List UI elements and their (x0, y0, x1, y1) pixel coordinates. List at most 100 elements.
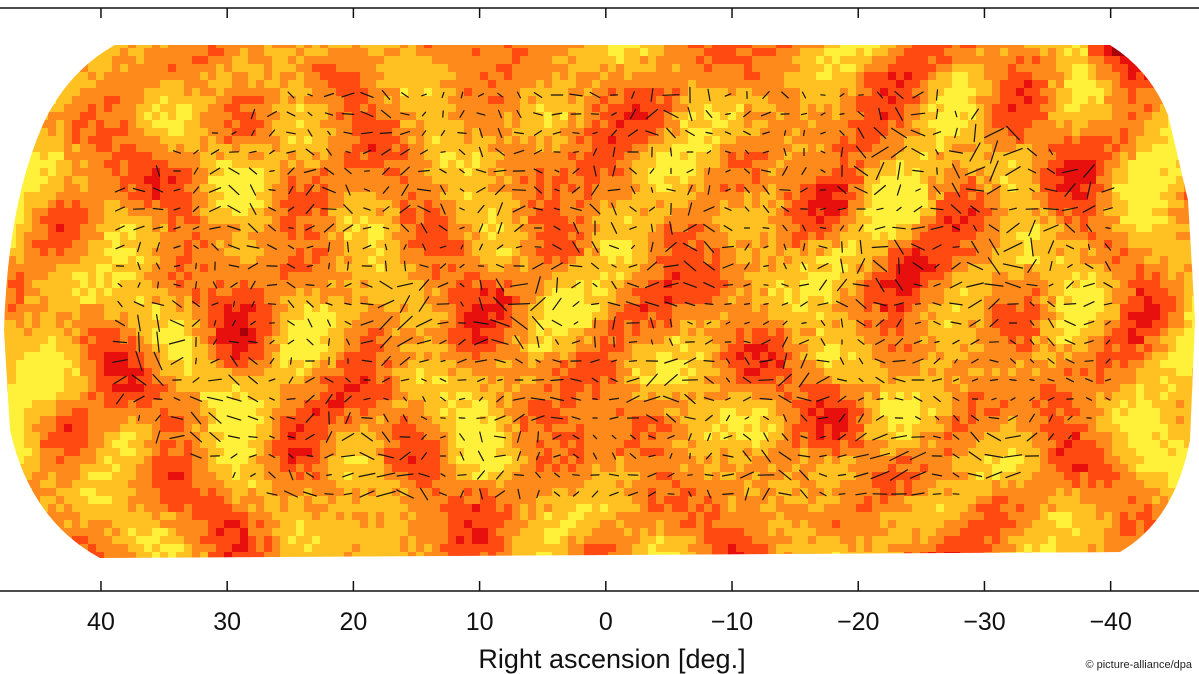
heatmap-cell (104, 168, 113, 177)
heatmap-cell (144, 45, 153, 49)
heatmap-cell (336, 272, 345, 281)
heatmap-cell (328, 272, 337, 281)
heatmap-cell (920, 80, 929, 89)
heatmap-cell (1168, 232, 1177, 241)
heatmap-cell (744, 112, 753, 121)
heatmap-cell (808, 184, 817, 193)
heatmap-cell (888, 224, 897, 233)
heatmap-cell (1112, 104, 1121, 113)
heatmap-cell (64, 200, 73, 209)
heatmap-cell (80, 184, 89, 193)
heatmap-cell (832, 168, 841, 177)
heatmap-cell (1096, 72, 1105, 81)
heatmap-cell (1088, 88, 1097, 97)
heatmap-cell (592, 240, 601, 249)
heatmap-cell (536, 72, 545, 81)
heatmap-cell (632, 168, 641, 177)
heatmap-cell (664, 256, 673, 265)
heatmap-cell (832, 248, 841, 257)
heatmap-cell (856, 88, 865, 97)
heatmap-cell (48, 216, 57, 225)
heatmap-cell (464, 160, 473, 169)
heatmap-cell (312, 248, 321, 257)
heatmap-cell (728, 184, 737, 193)
heatmap-cell (1088, 136, 1097, 145)
heatmap-cell (280, 296, 289, 305)
heatmap-cell (216, 232, 225, 241)
heatmap-cell (808, 48, 817, 57)
heatmap-cell (928, 208, 937, 217)
heatmap-cell (872, 208, 881, 217)
heatmap-cell (344, 296, 353, 305)
heatmap-cell (128, 168, 137, 177)
heatmap-cell (272, 272, 281, 281)
heatmap-cell (640, 216, 649, 225)
heatmap-cell (864, 200, 873, 209)
heatmap-cell (608, 80, 617, 89)
heatmap-cell (1032, 296, 1041, 305)
heatmap-cell (360, 104, 369, 113)
heatmap-cell (392, 264, 401, 273)
heatmap-cell (496, 168, 505, 177)
heatmap-cell (40, 176, 49, 185)
heatmap-cell (824, 240, 833, 249)
heatmap-cell (208, 88, 217, 97)
heatmap-cell (640, 240, 649, 249)
heatmap-cell (560, 48, 569, 57)
heatmap-cell (544, 72, 553, 81)
heatmap-cell (168, 120, 177, 129)
heatmap-cell (680, 176, 689, 185)
heatmap-cell (192, 216, 201, 225)
heatmap-cell (184, 128, 193, 137)
heatmap-cell (688, 160, 697, 169)
heatmap-cell (272, 104, 281, 113)
heatmap-cell (424, 72, 433, 81)
heatmap-cell (1056, 96, 1065, 105)
heatmap-cell (88, 264, 97, 273)
heatmap-cell (776, 128, 785, 137)
heatmap-cell (456, 216, 465, 225)
heatmap-cell (256, 296, 265, 305)
heatmap-cell (408, 88, 417, 97)
heatmap-cell (968, 192, 977, 201)
heatmap-cell (1008, 72, 1017, 81)
heatmap-cell (440, 96, 449, 105)
heatmap-cell (328, 224, 337, 233)
heatmap-cell (88, 64, 97, 73)
heatmap-cell (584, 160, 593, 169)
heatmap-cell (656, 128, 665, 137)
heatmap-cell (768, 208, 777, 217)
heatmap-cell (1120, 240, 1129, 249)
heatmap-cell (1120, 120, 1129, 129)
heatmap-cell (232, 256, 241, 265)
heatmap-cell (864, 72, 873, 81)
heatmap-cell (1184, 256, 1193, 265)
heatmap-cell (712, 296, 721, 305)
heatmap-cell (48, 192, 57, 201)
heatmap-cell (1000, 112, 1009, 121)
heatmap-cell (1000, 80, 1009, 89)
heatmap-cell (696, 232, 705, 241)
heatmap-cell (1168, 200, 1177, 209)
heatmap-cell (192, 256, 201, 265)
heatmap-cell (1040, 288, 1049, 297)
heatmap-cell (1088, 272, 1097, 281)
heatmap-cell (952, 288, 961, 297)
heatmap-cell (160, 80, 169, 89)
heatmap-cell (576, 80, 585, 89)
heatmap-cell (48, 176, 57, 185)
heatmap-cell (768, 232, 777, 241)
heatmap-cell (1016, 48, 1025, 57)
heatmap-cell (304, 176, 313, 185)
heatmap-cell (864, 136, 873, 145)
heatmap-cell (40, 216, 49, 225)
heatmap-cell (1024, 168, 1033, 177)
heatmap-cell (904, 200, 913, 209)
heatmap-cell (792, 296, 801, 305)
heatmap-cell (552, 120, 561, 129)
heatmap-cell (1112, 200, 1121, 209)
heatmap-cell (448, 288, 457, 297)
heatmap-cell (1144, 232, 1153, 241)
heatmap-cell (544, 176, 553, 185)
heatmap-cell (464, 184, 473, 193)
